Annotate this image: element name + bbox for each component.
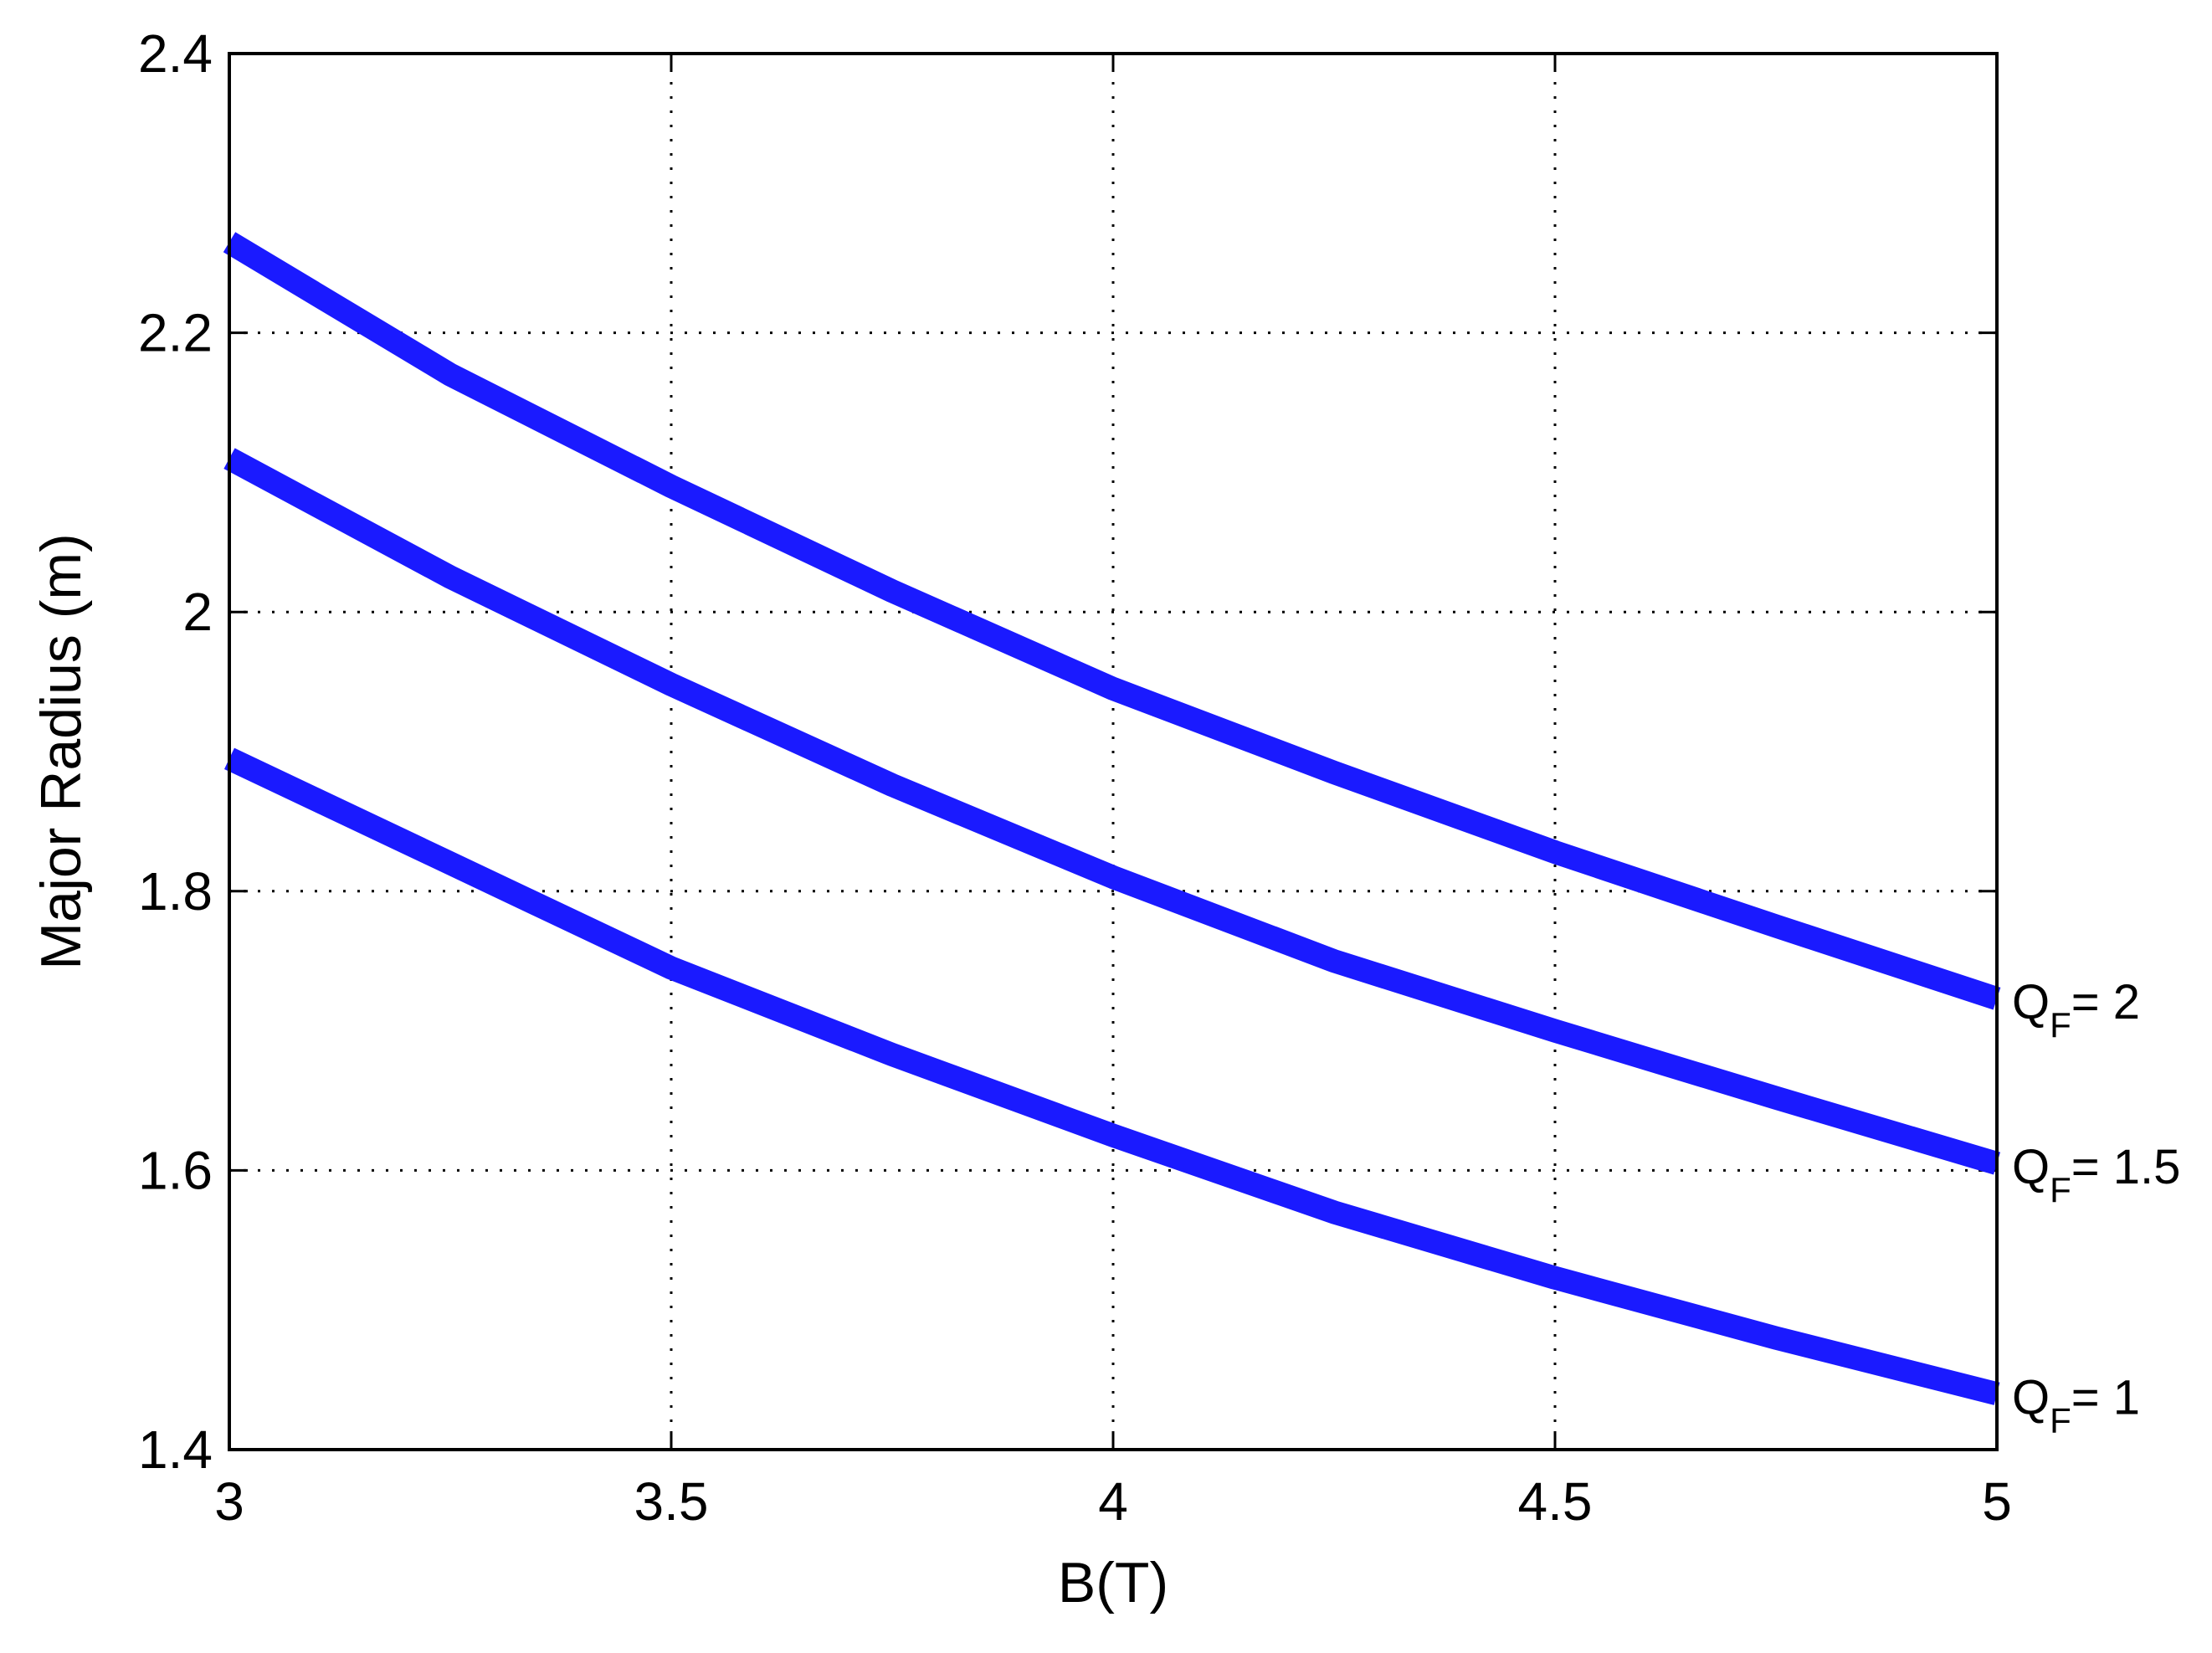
y-tick-label: 2.2 (138, 303, 213, 363)
x-tick-label: 4.5 (1518, 1471, 1593, 1532)
y-tick-label: 2.4 (138, 23, 213, 84)
series-labels: QF= 2 QF= 1.5 QF= 1 (2012, 975, 2180, 1440)
series-label: QF= 2 (2012, 975, 2140, 1045)
series-line (223, 448, 2000, 1175)
x-tick-label: 3.5 (634, 1471, 709, 1532)
x-tick-label: 4 (1098, 1471, 1128, 1532)
y-tick-labels: 1.4 1.6 1.8 2 2.2 2.4 (138, 23, 213, 1480)
y-tick-label: 1.8 (138, 861, 213, 921)
x-tick-labels: 3 3.5 4 4.5 5 (214, 1471, 2012, 1532)
plot-frame (228, 52, 1999, 1451)
y-tick-label: 2 (182, 582, 213, 642)
series-group (223, 232, 2001, 1405)
series-label: QF= 1 (2012, 1370, 2140, 1440)
y-tick-label: 1.4 (138, 1419, 213, 1480)
y-tick-label: 1.6 (138, 1140, 213, 1200)
x-tick-label: 5 (1982, 1471, 2012, 1532)
grid (229, 54, 1997, 1450)
x-axis-label: B(T) (1058, 1551, 1168, 1614)
series-label: QF= 1.5 (2012, 1140, 2180, 1209)
y-axis-label: Major Radius (m) (29, 533, 93, 969)
x-tick-label: 3 (214, 1471, 244, 1532)
